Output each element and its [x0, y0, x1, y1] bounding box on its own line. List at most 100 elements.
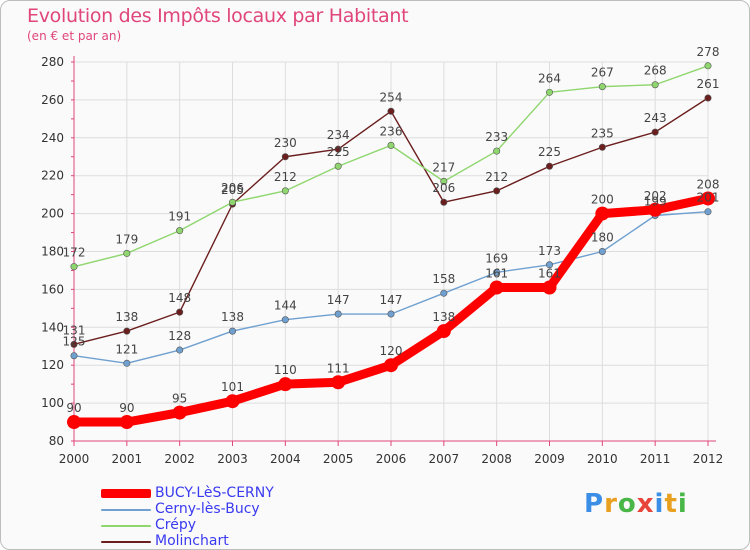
data-point [598, 143, 606, 151]
data-point [334, 310, 342, 318]
data-point [545, 88, 553, 96]
data-label: 173 [538, 244, 561, 258]
data-label: 264 [538, 71, 561, 85]
data-label: 138 [432, 310, 455, 324]
x-tick-label: 2004 [270, 452, 301, 466]
data-point [176, 227, 184, 235]
legend-swatch [101, 489, 151, 498]
data-label: 200 [591, 193, 614, 207]
proxiti-logo: Proxiti [584, 489, 688, 519]
data-point [334, 145, 342, 153]
y-tick-label: 280 [41, 55, 64, 69]
data-label: 131 [63, 323, 86, 337]
data-point [70, 340, 78, 348]
logo-letter: x [636, 489, 655, 519]
data-label: 144 [274, 299, 297, 313]
data-point [598, 83, 606, 91]
x-tick-label: 2007 [429, 452, 460, 466]
data-label: 138 [221, 310, 244, 324]
data-label: 199 [644, 194, 667, 208]
y-tick-label: 180 [41, 245, 64, 259]
data-label: 206 [432, 181, 455, 195]
data-label: 90 [66, 401, 81, 415]
y-tick-label: 160 [41, 282, 64, 296]
data-label: 254 [380, 90, 403, 104]
data-point [436, 324, 451, 339]
data-label: 217 [432, 160, 455, 174]
data-label: 261 [697, 77, 720, 91]
data-label: 236 [380, 124, 403, 138]
data-label: 172 [63, 246, 86, 260]
data-label: 179 [115, 232, 138, 246]
y-tick-label: 240 [41, 131, 64, 145]
data-point [598, 248, 606, 256]
data-point [387, 107, 395, 115]
y-tick-label: 260 [41, 93, 64, 107]
data-point [595, 206, 610, 221]
data-label: 202 [644, 189, 667, 203]
legend-label: Cerny-lès-Bucy [155, 501, 260, 517]
data-label: 125 [63, 335, 86, 349]
x-tick-label: 2010 [587, 452, 618, 466]
data-label: 161 [485, 267, 508, 281]
data-point [70, 352, 78, 360]
data-label: 243 [644, 111, 667, 125]
data-label: 206 [221, 181, 244, 195]
x-tick-label: 2003 [217, 452, 248, 466]
data-point [493, 187, 501, 195]
logo-letter: t [664, 489, 678, 519]
data-label: 212 [485, 170, 508, 184]
x-tick-label: 2011 [640, 452, 671, 466]
x-tick-label: 2006 [376, 452, 407, 466]
data-label: 233 [485, 130, 508, 144]
data-point [545, 162, 553, 170]
y-tick-label: 80 [49, 434, 64, 448]
y-tick-label: 100 [41, 396, 64, 410]
data-point [281, 153, 289, 161]
data-point [331, 375, 346, 390]
data-label: 110 [274, 363, 297, 377]
data-point [493, 268, 501, 276]
data-point [70, 263, 78, 271]
data-point [119, 415, 134, 430]
data-point [493, 147, 501, 155]
data-point [123, 327, 131, 335]
data-label: 161 [538, 267, 561, 281]
data-point [123, 359, 131, 367]
data-label: 191 [168, 210, 191, 224]
data-label: 169 [485, 251, 508, 265]
logo-letter: i [677, 489, 688, 519]
data-labels: 131 138 148 205 230 234 254 206 212 225 235 243 261 1… [63, 45, 720, 415]
data-point [387, 310, 395, 318]
data-point [123, 249, 131, 257]
legend-label: BUCY-LèS-CERNY [155, 485, 274, 501]
data-label: 101 [221, 380, 244, 394]
data-label: 205 [221, 183, 244, 197]
data-label: 225 [327, 145, 350, 159]
data-point [651, 81, 659, 89]
x-tick-label: 2008 [481, 452, 512, 466]
data-label: 90 [119, 401, 134, 415]
legend-swatch [101, 525, 151, 527]
data-label: 235 [591, 126, 614, 140]
data-point [176, 308, 184, 316]
y-tick-label: 120 [41, 358, 64, 372]
data-label: 121 [115, 342, 138, 356]
data-point [387, 141, 395, 149]
x-tick-label: 2009 [534, 452, 565, 466]
data-point [440, 198, 448, 206]
y-tick-label: 140 [41, 320, 64, 334]
x-tick-label: 2002 [164, 452, 195, 466]
data-point [281, 187, 289, 195]
data-point [172, 405, 187, 420]
y-tick-label: 200 [41, 207, 64, 221]
logo-letter: P [584, 489, 605, 519]
data-point [651, 128, 659, 136]
logo-letter: i [654, 489, 665, 519]
data-label: 208 [697, 177, 720, 191]
data-point [334, 162, 342, 170]
data-label: 268 [644, 64, 667, 78]
data-label: 128 [168, 329, 191, 343]
data-label: 148 [168, 291, 191, 305]
